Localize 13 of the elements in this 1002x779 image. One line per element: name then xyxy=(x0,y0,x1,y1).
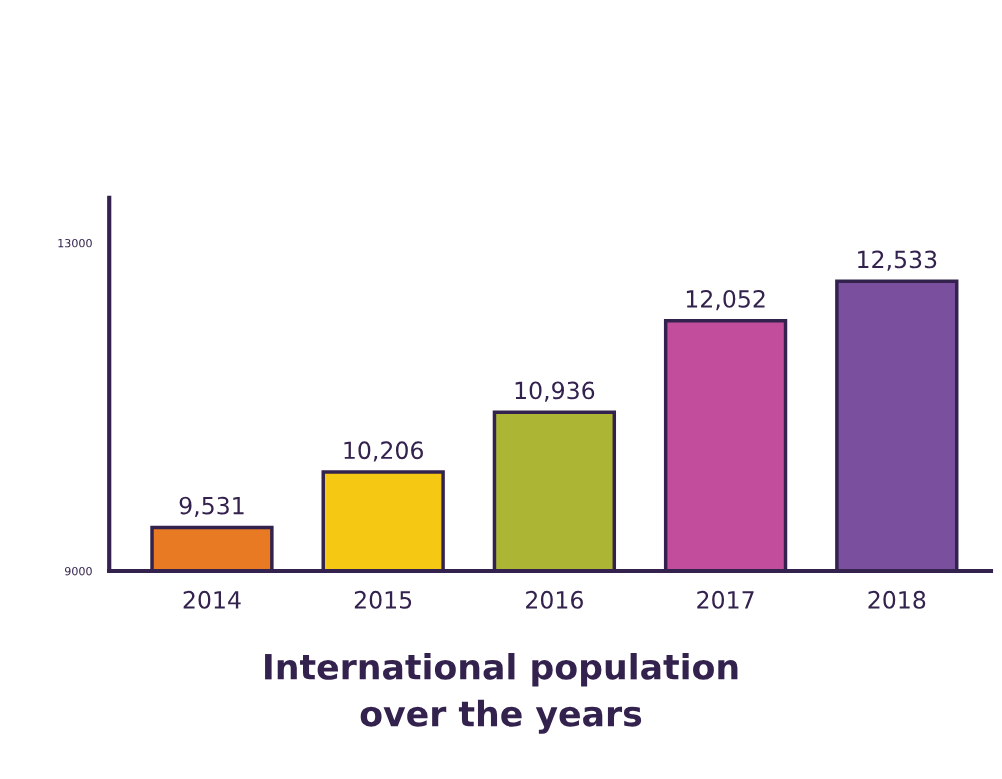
data-label: 10,206 xyxy=(344,441,423,462)
y-tick-label: 9000 xyxy=(64,566,92,576)
x-tick-label: 2018 xyxy=(868,590,926,609)
text: International population over the years xyxy=(265,652,738,734)
x-tick-label: 2015 xyxy=(354,590,412,609)
data-label: 12,533 xyxy=(858,250,937,271)
x-tick-label: 2014 xyxy=(183,590,241,609)
y-tick-label: 13000 xyxy=(58,238,92,248)
x-tick-label: 2017 xyxy=(697,590,754,609)
data-label: 10,936 xyxy=(515,381,595,402)
data-label: 9,531 xyxy=(179,496,244,517)
data-label: 12,052 xyxy=(686,289,765,311)
x-tick-label: 2016 xyxy=(526,590,583,609)
